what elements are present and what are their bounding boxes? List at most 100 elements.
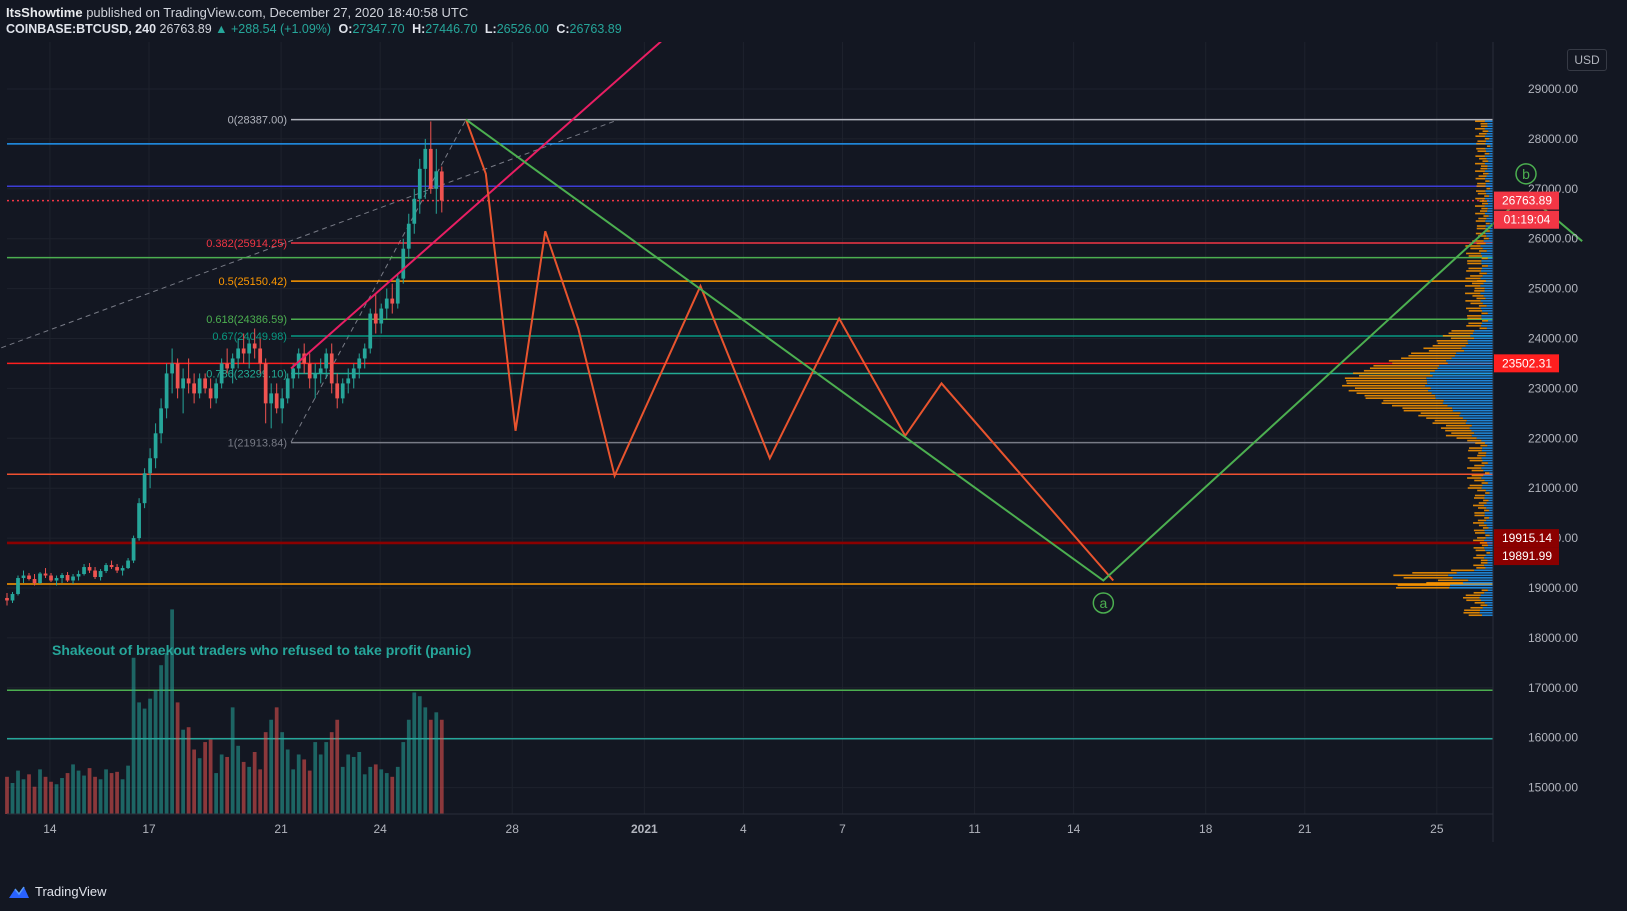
candle <box>302 343 307 374</box>
profile-bar-orange <box>1475 120 1485 123</box>
volume-bar <box>87 768 92 814</box>
profile-bar-blue <box>1470 335 1493 337</box>
profile-bar-blue <box>1465 422 1493 424</box>
profile-bar-blue <box>1487 444 1493 447</box>
profile-bar-orange <box>1481 462 1488 464</box>
volume-bar <box>335 719 340 814</box>
profile-bar-blue <box>1487 462 1493 464</box>
profile-bar-orange <box>1411 352 1457 355</box>
volume-bar <box>329 732 334 814</box>
time-tick-label: 25 <box>1430 822 1444 836</box>
volume-bar <box>241 761 246 814</box>
candle-body <box>368 313 373 349</box>
profile-bar-blue <box>1443 399 1493 402</box>
profile-bar-blue <box>1473 332 1493 335</box>
volume-bar <box>291 769 296 814</box>
profile-bar-orange <box>1423 347 1462 350</box>
volume-bar <box>175 702 180 814</box>
profile-bar-orange <box>1471 474 1484 477</box>
volume-bar <box>384 773 389 814</box>
candle <box>362 343 367 369</box>
profile-bar-orange <box>1484 472 1490 474</box>
profile-bar-orange <box>1468 267 1482 270</box>
profile-bar-blue <box>1482 310 1493 312</box>
price-tick-label: 18000.00 <box>1528 631 1578 645</box>
profile-bar-blue <box>1474 330 1493 332</box>
profile-bar-orange <box>1482 527 1489 529</box>
wave-label-b: b <box>1515 163 1537 185</box>
profile-bar-blue <box>1484 564 1493 567</box>
profile-bar-blue <box>1459 414 1493 417</box>
candle <box>219 358 224 389</box>
symbol-label[interactable]: COINBASE:BTCUSD, 240 <box>6 22 157 36</box>
profile-bar-orange <box>1352 372 1430 375</box>
profile-bar-blue <box>1452 409 1493 412</box>
candle <box>60 573 64 584</box>
profile-bar-orange <box>1466 270 1481 272</box>
time-tick-label: 2021 <box>631 822 658 836</box>
profile-bar-blue <box>1429 372 1493 375</box>
profile-bar-orange <box>1480 559 1488 562</box>
profile-bar-blue <box>1430 387 1493 389</box>
candle-body <box>313 373 318 379</box>
volume-bar <box>197 758 202 814</box>
profile-bar-orange <box>1436 339 1468 342</box>
candle-body <box>285 378 290 399</box>
volume-bar <box>5 776 9 814</box>
profile-bar-orange <box>1470 302 1483 305</box>
profile-bar-blue <box>1487 482 1493 484</box>
candle <box>280 388 285 424</box>
candle <box>153 423 158 469</box>
profile-bar-blue <box>1425 384 1493 387</box>
candle <box>21 570 26 584</box>
profile-bar-blue <box>1489 472 1493 474</box>
candle-body <box>324 353 329 369</box>
profile-bar-blue <box>1487 165 1493 167</box>
candle-body <box>181 378 185 389</box>
candle <box>384 288 389 319</box>
volume-bar <box>395 766 400 814</box>
profile-bar-blue <box>1481 477 1493 479</box>
profile-bar-orange <box>1481 312 1488 315</box>
profile-bar-orange <box>1474 601 1485 604</box>
author-name[interactable]: ItsShowtime <box>6 5 83 20</box>
tradingview-brand[interactable]: TradingView <box>8 884 107 899</box>
candle <box>335 373 340 409</box>
profile-bar-orange <box>1464 609 1481 612</box>
profile-bar-orange <box>1466 307 1481 310</box>
profile-bar-blue <box>1476 437 1493 439</box>
candle <box>65 572 70 583</box>
profile-bar-blue <box>1481 322 1493 325</box>
profile-bar-orange <box>1467 317 1482 320</box>
price-tick-label: 22000.00 <box>1528 431 1578 445</box>
candle <box>236 338 241 369</box>
profile-bar-blue <box>1484 529 1493 532</box>
volume-bar <box>76 770 81 814</box>
profile-bar-orange <box>1359 374 1433 377</box>
candle <box>423 138 428 199</box>
profile-bar-orange <box>1481 257 1488 260</box>
profile-bar-orange <box>1465 285 1481 287</box>
price-tag-text: 26763.89 <box>1502 194 1552 208</box>
profile-bar-orange <box>1392 404 1448 407</box>
profile-bar-blue <box>1471 424 1493 427</box>
volume-bar <box>153 690 158 814</box>
profile-bar-blue <box>1484 557 1493 559</box>
candle <box>49 573 53 583</box>
profile-bar-orange <box>1373 364 1440 367</box>
candle-body <box>43 573 48 576</box>
profile-bar-orange <box>1482 130 1489 133</box>
profile-bar-orange <box>1479 272 1487 275</box>
profile-bar-orange <box>1468 614 1483 617</box>
profile-bar-orange <box>1383 399 1444 402</box>
profile-bar-blue <box>1489 534 1493 537</box>
profile-bar-orange <box>1476 554 1486 557</box>
profile-bar-blue <box>1484 170 1493 172</box>
candle-body <box>241 348 246 354</box>
currency-button[interactable]: USD <box>1567 49 1607 71</box>
profile-bar-orange <box>1463 611 1480 614</box>
candle-body <box>126 560 130 569</box>
profile-bar-blue <box>1481 487 1493 489</box>
wave-label-a: a <box>1092 592 1115 614</box>
